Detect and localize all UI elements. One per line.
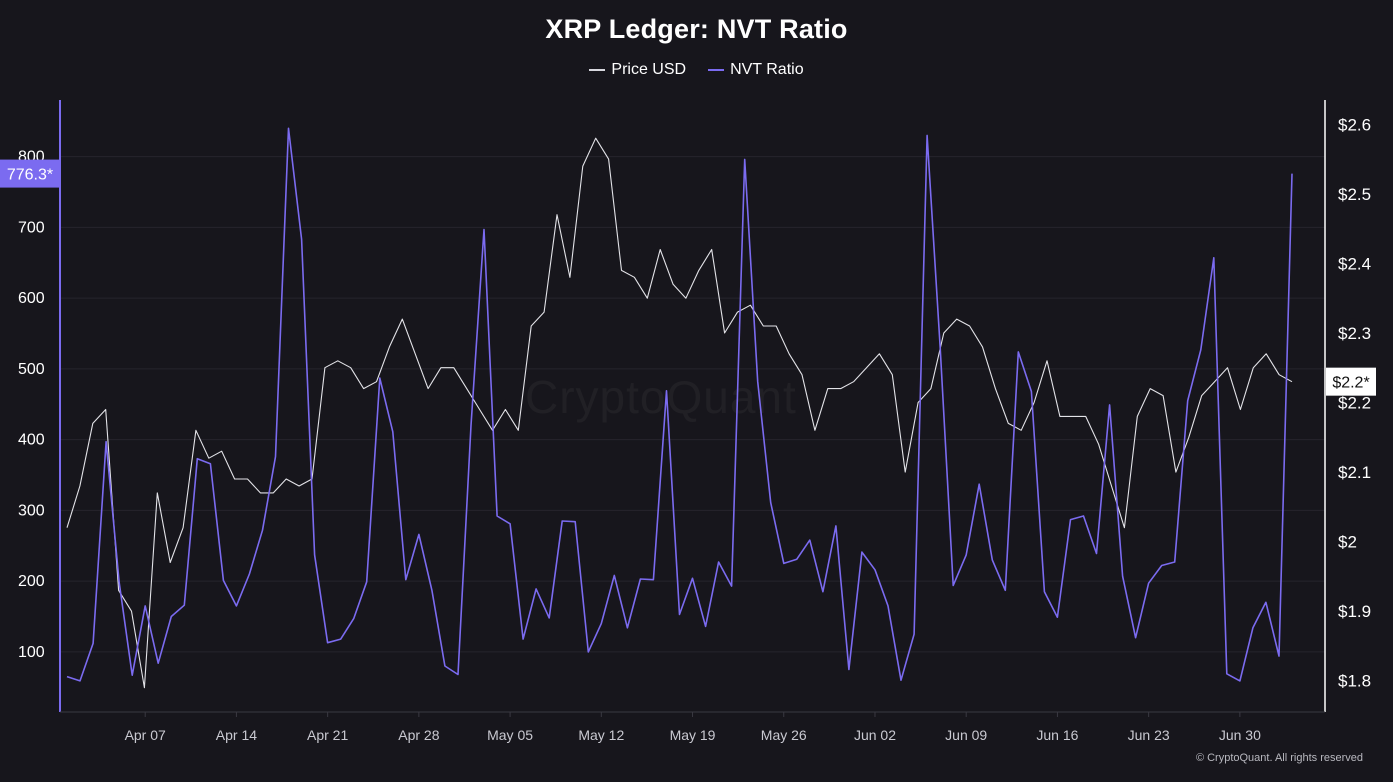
x-tick-label: Jun 09 [945, 727, 987, 743]
nvt-ratio-line [66, 127, 1293, 682]
legend-label-price: Price USD [611, 61, 687, 78]
tick-labels: 100200300400500600700800$1.8$1.9$2$2.1$2… [18, 115, 1371, 743]
y-right-tick-label: $2.5 [1338, 185, 1371, 204]
x-tick-label: Jun 02 [854, 727, 896, 743]
current-value-markers: 776.3* $2.2* [0, 159, 1376, 396]
price-usd-line [66, 137, 1293, 689]
copyright-notice: © CryptoQuant. All rights reserved [1195, 752, 1363, 764]
y-right-tick-label: $2.2 [1338, 394, 1371, 413]
chart-title: XRP Ledger: NVT Ratio [545, 14, 848, 44]
y-left-tick-label: 100 [18, 644, 45, 661]
legend-item-nvt[interactable]: NVT Ratio [708, 61, 804, 79]
x-tick-label: May 12 [578, 727, 624, 743]
y-left-tick-label: 700 [18, 219, 45, 236]
nvt-current-label: 776.3* [7, 167, 53, 184]
x-tick-label: Jun 23 [1128, 727, 1170, 743]
y-right-tick-label: $2.4 [1338, 254, 1371, 273]
x-tick-label: May 19 [670, 727, 716, 743]
y-right-tick-label: $2.6 [1338, 115, 1371, 134]
gridlines [60, 156, 1325, 653]
series-lines [66, 127, 1293, 689]
x-tick-label: May 05 [487, 727, 533, 743]
y-left-tick-label: 300 [18, 502, 45, 519]
y-right-tick-label: $1.9 [1338, 602, 1371, 621]
y-right-tick-label: $2.3 [1338, 324, 1371, 343]
y-right-tick-label: $2 [1338, 533, 1357, 552]
y-left-tick-label: 200 [18, 573, 45, 590]
chart-legend: Price USD NVT Ratio [0, 61, 1393, 79]
x-tick-label: Jun 30 [1219, 727, 1261, 743]
x-tick-label: Jun 16 [1036, 727, 1078, 743]
y-right-tick-label: $2.1 [1338, 463, 1371, 482]
y-right-tick-label: $1.8 [1338, 672, 1371, 691]
y-left-tick-label: 400 [18, 432, 45, 449]
x-tick-label: Apr 14 [216, 727, 257, 743]
watermark: CryptoQuant [525, 370, 797, 424]
y-left-tick-label: 500 [18, 361, 45, 378]
legend-swatch-nvt [708, 69, 725, 71]
axes [59, 100, 1326, 717]
nvt-current-badge [0, 159, 60, 188]
x-tick-label: Apr 28 [398, 727, 439, 743]
x-tick-label: Apr 07 [125, 727, 166, 743]
legend-item-price[interactable]: Price USD [589, 61, 686, 79]
price-current-badge [1326, 367, 1376, 396]
price-current-label: $2.2* [1332, 375, 1369, 392]
x-tick-label: May 26 [761, 727, 807, 743]
legend-label-nvt: NVT Ratio [730, 61, 804, 78]
legend-swatch-price [589, 69, 606, 71]
x-tick-label: Apr 21 [307, 727, 348, 743]
y-left-tick-label: 600 [18, 290, 45, 307]
